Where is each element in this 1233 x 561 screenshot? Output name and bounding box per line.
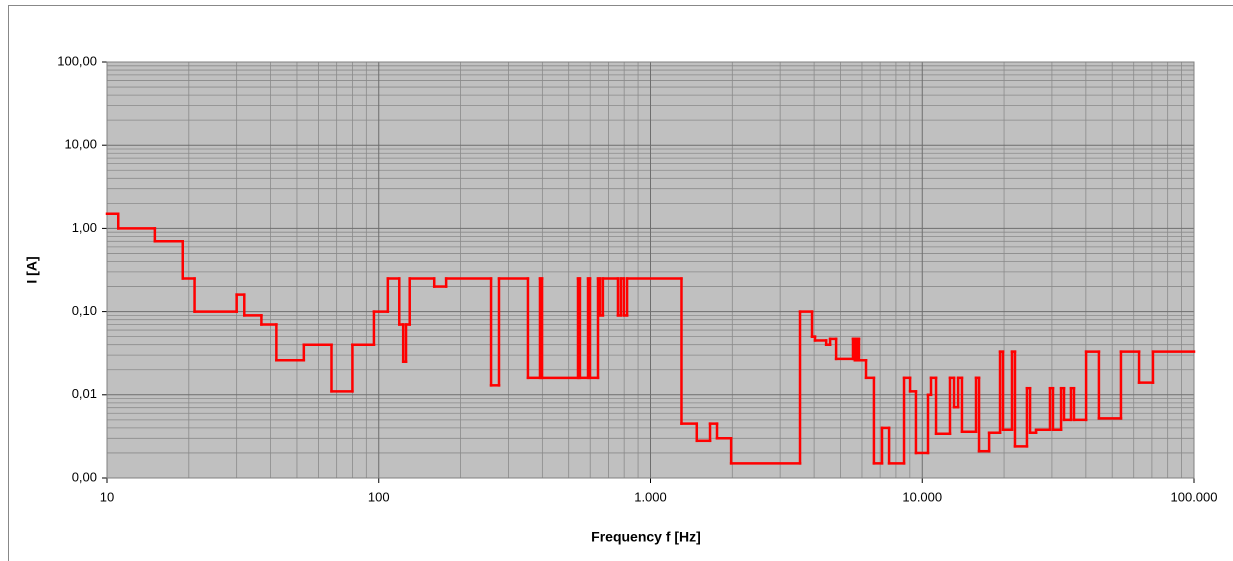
y-tick-label: 0,01 xyxy=(72,386,97,401)
y-tick-label: 0,00 xyxy=(72,469,97,484)
x-tick-label: 10 xyxy=(100,489,114,504)
x-tick-label: 100.000 xyxy=(1171,489,1218,504)
x-tick-label: 1.000 xyxy=(634,489,667,504)
plot-frame xyxy=(106,61,1195,479)
x-tick-label: 10.000 xyxy=(902,489,942,504)
x-tick-label: 100 xyxy=(368,489,390,504)
y-tick-label: 10,00 xyxy=(64,137,97,152)
y-tick-label: 1,00 xyxy=(72,220,97,235)
x-axis-title: Frequency f [Hz] xyxy=(591,529,701,545)
y-tick-label: 100,00 xyxy=(57,53,97,68)
y-axis-title: I [A] xyxy=(24,256,40,283)
y-tick-label: 0,10 xyxy=(72,303,97,318)
